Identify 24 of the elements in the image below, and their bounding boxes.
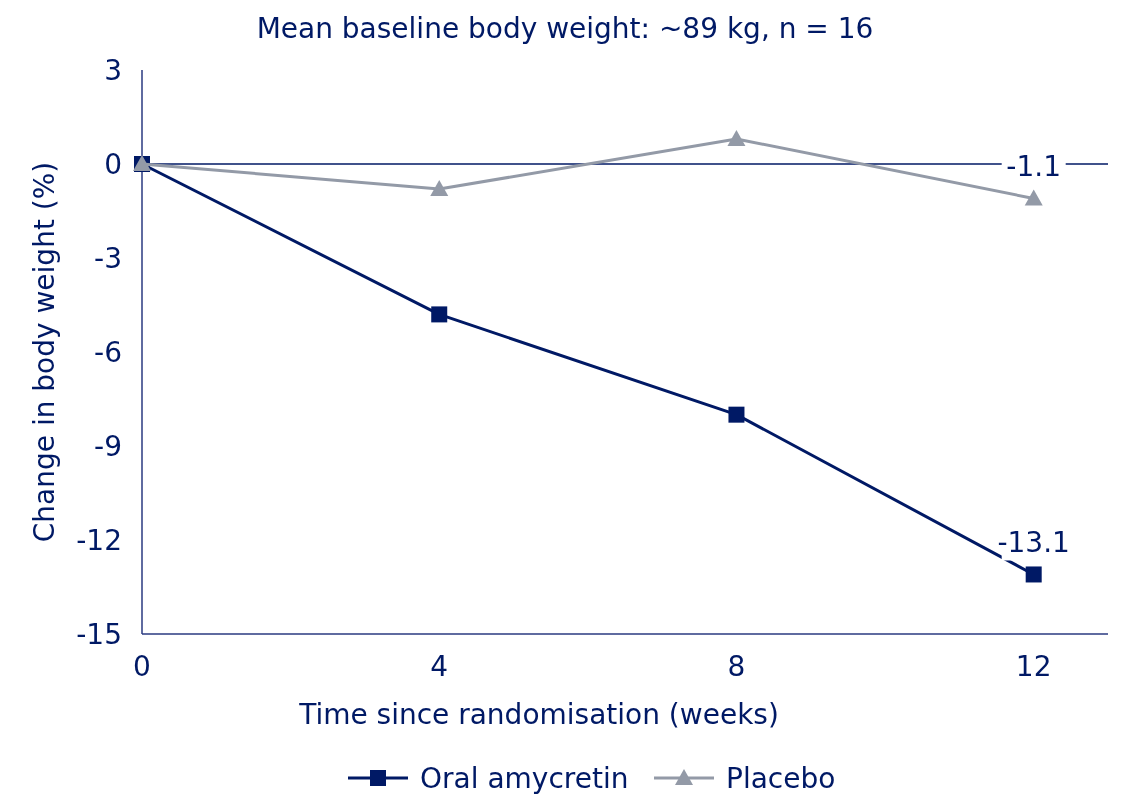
point (431, 306, 448, 323)
y-tick-label: 3 (104, 54, 122, 87)
point (430, 180, 449, 197)
y-tick-label: -12 (76, 524, 122, 557)
point (728, 406, 745, 423)
y-tick-label: -6 (94, 336, 122, 369)
chart-title: Mean baseline body weight: ~89 kg, n = 16 (256, 12, 874, 45)
y-tick-label: -9 (94, 430, 122, 463)
legend-label: Oral amycretin (420, 762, 629, 795)
x-tick-label: 12 (1015, 650, 1052, 683)
y-axis-title: Change in body weight (%) (28, 161, 61, 543)
x-tick-label: 0 (133, 650, 151, 683)
y-tick-label: -15 (76, 618, 122, 651)
data-label: -1.1 (1006, 150, 1062, 184)
x-tick-label: 4 (430, 650, 449, 683)
point (1024, 189, 1043, 206)
y-tick-label: 0 (104, 148, 122, 181)
x-tick-label: 8 (727, 650, 746, 683)
legend-label: Placebo (726, 762, 836, 795)
point (1025, 566, 1042, 583)
data-label: -13.1 (997, 526, 1070, 560)
x-axis-title: Time since randomisation (weeks) (298, 698, 779, 731)
y-tick-label: -3 (94, 242, 122, 275)
point (727, 129, 746, 146)
